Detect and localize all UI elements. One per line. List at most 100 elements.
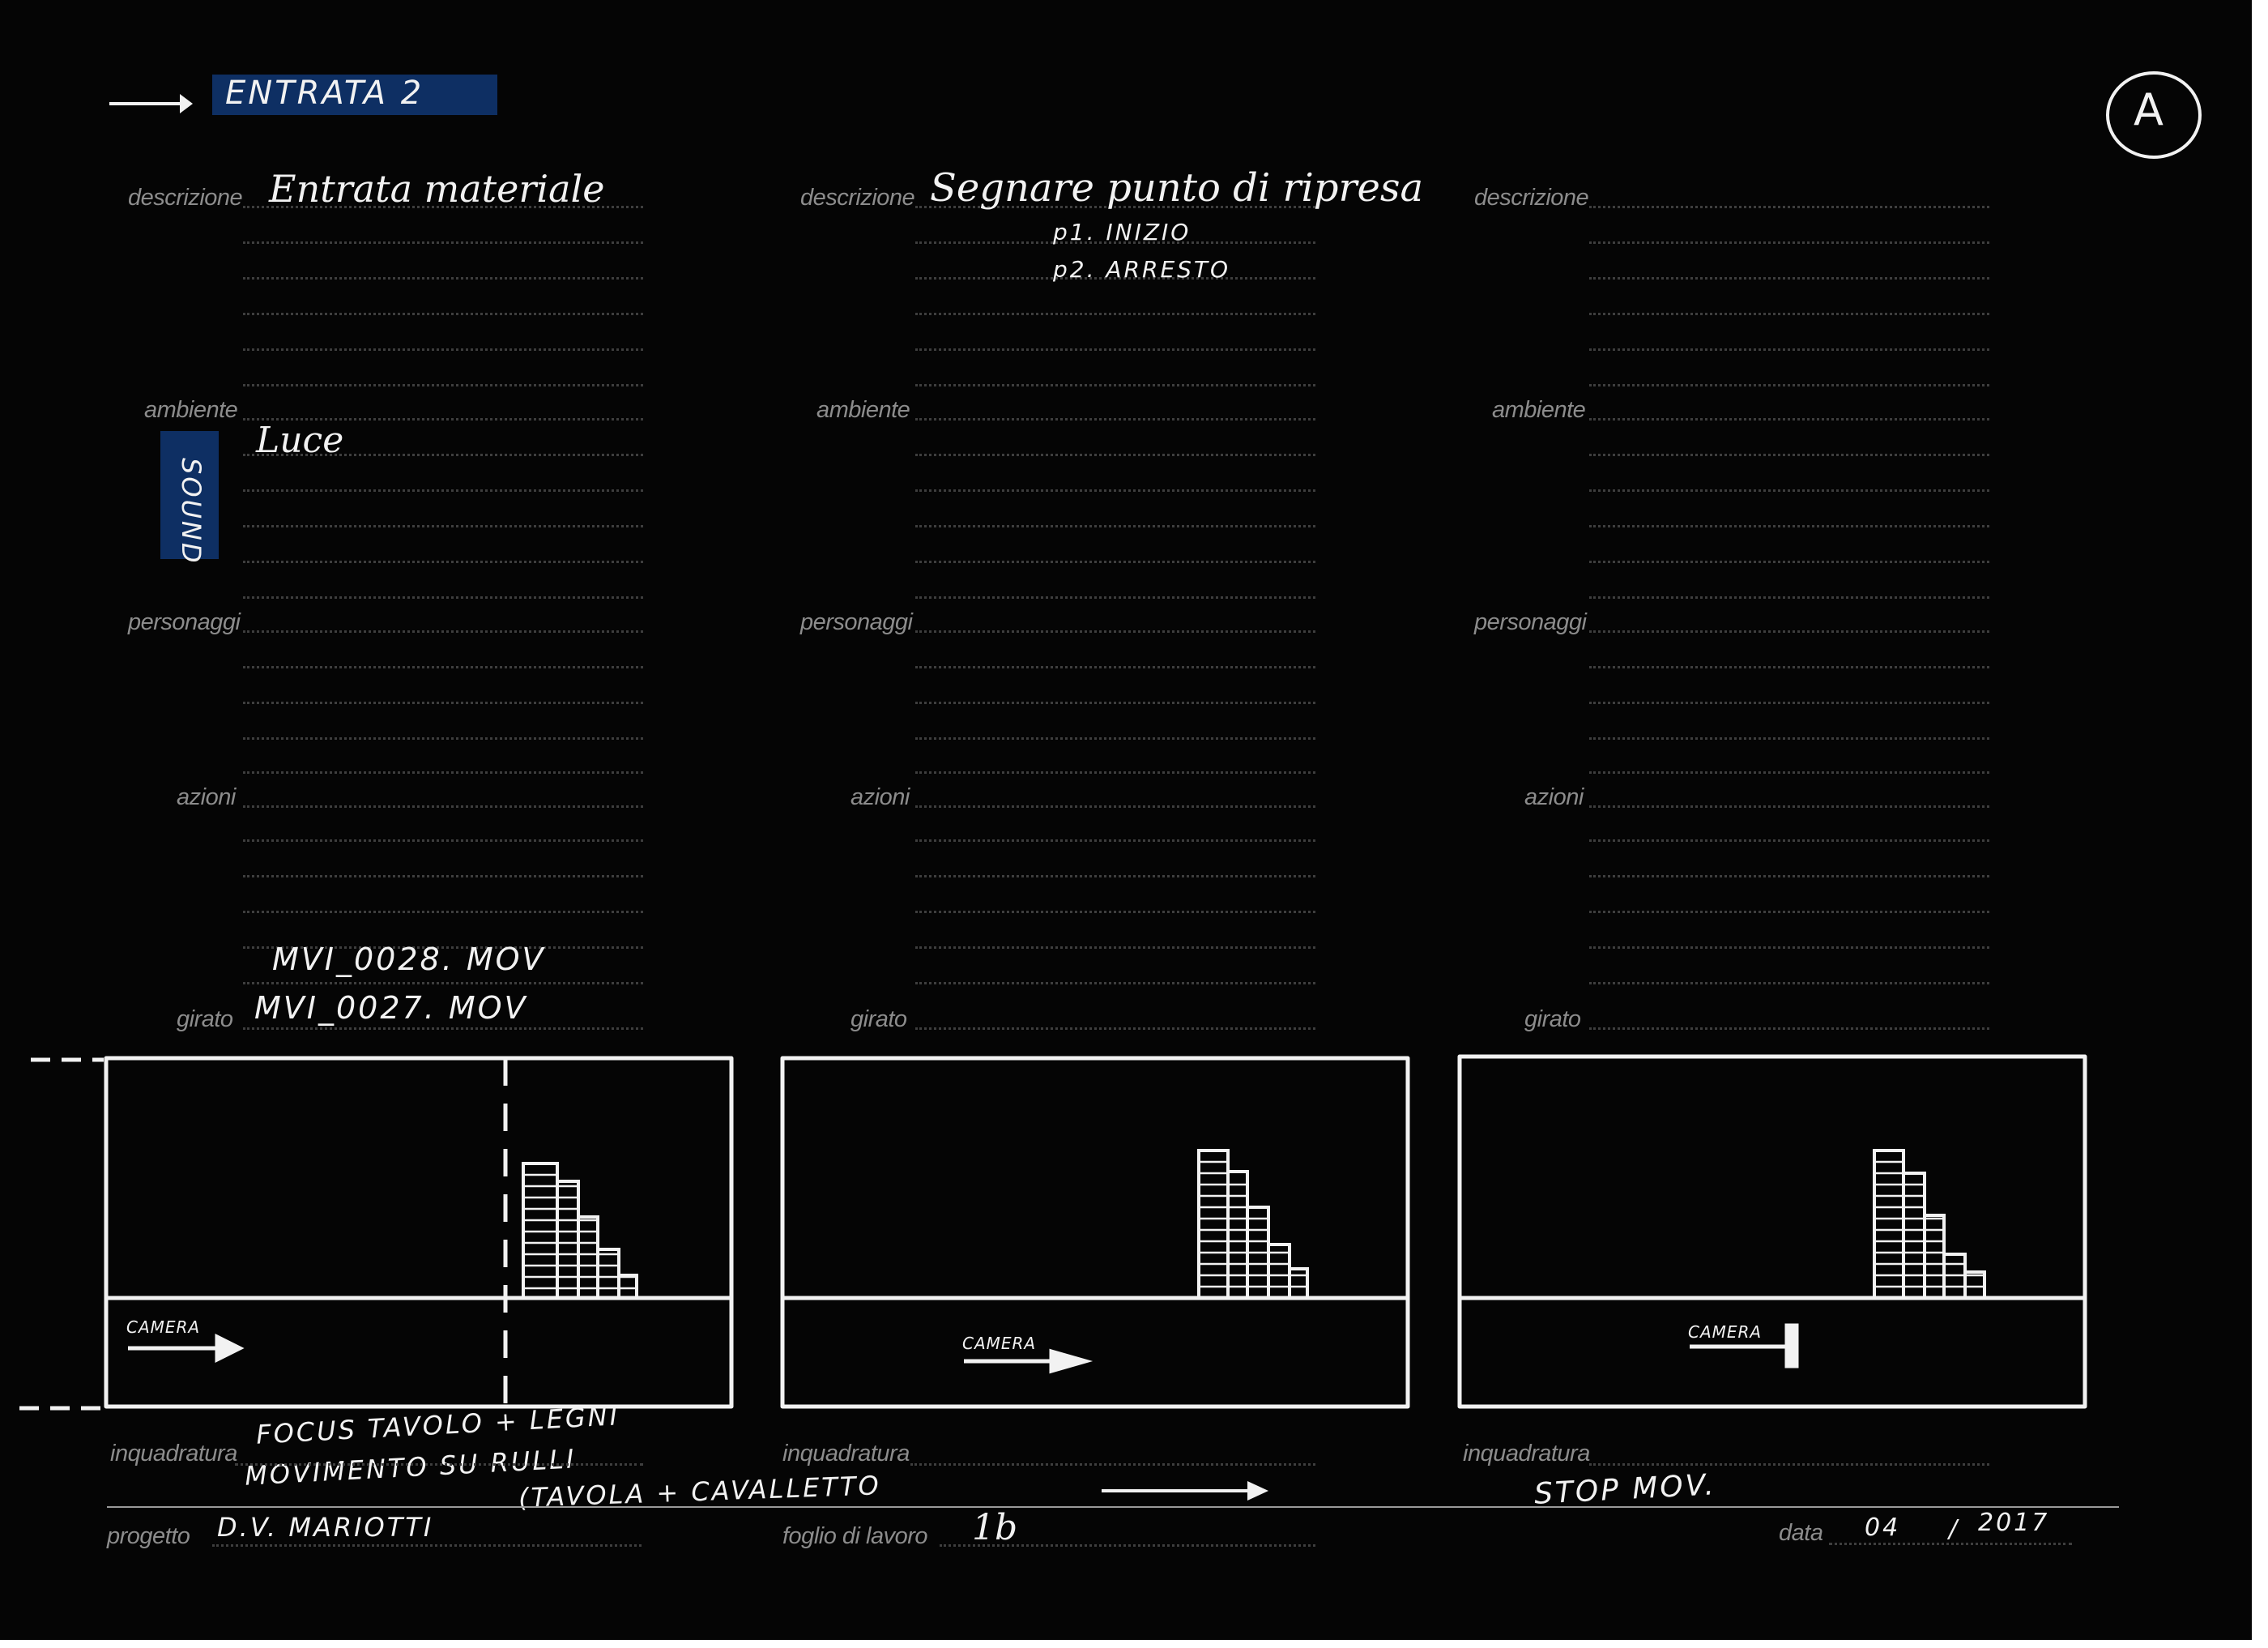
frame-2-camera-label: CAMERA	[962, 1334, 1037, 1353]
dotted-line	[1589, 946, 1989, 949]
girato-1-line-1: MVI_0028. MOV	[272, 941, 546, 977]
entry-tag-tape	[212, 75, 497, 115]
dotted-line	[915, 561, 1315, 563]
dotted-line	[915, 1027, 1315, 1030]
dotted-line	[243, 805, 643, 808]
label-personaggi-1: personaggi	[128, 609, 241, 635]
frame-3-camera-label: CAMERA	[1688, 1322, 1763, 1342]
dotted-line	[915, 630, 1315, 633]
label-inquadratura-1: inquadratura	[110, 1441, 237, 1467]
dotted-line	[1589, 805, 1989, 808]
dotted-line	[243, 839, 643, 842]
label-descrizione-3: descrizione	[1474, 185, 1589, 211]
dotted-line	[1589, 911, 1989, 913]
footer-foglio-value: 1b	[972, 1507, 1018, 1548]
dotted-line	[1589, 702, 1989, 704]
footer-data-label: data	[1779, 1520, 1823, 1546]
dotted-line	[243, 1027, 643, 1030]
girato-1-line-2: MVI_0027. MOV	[254, 990, 528, 1026]
label-inquadratura-3: inquadratura	[1463, 1441, 1590, 1467]
dotted-line	[915, 206, 1315, 208]
dotted-line	[212, 1544, 642, 1547]
dotted-line	[1589, 313, 1989, 315]
dotted-line	[1589, 454, 1989, 456]
inquadratura-1-line-1: FOCUS TAVOLO + LEGNI	[255, 1400, 620, 1450]
descrizione-1-value: Entrata materiale	[269, 167, 605, 211]
dotted-line	[940, 1544, 1315, 1547]
dotted-line	[1589, 418, 1989, 421]
label-personaggi-2: personaggi	[800, 609, 913, 635]
wood-pile-drawing	[522, 1149, 1986, 1300]
dotted-line	[915, 702, 1315, 704]
label-personaggi-3: personaggi	[1474, 609, 1587, 635]
dotted-line	[243, 206, 643, 208]
dotted-line	[1589, 737, 1989, 740]
footer-data-year: 2017	[1978, 1509, 2050, 1537]
dotted-line	[243, 875, 643, 877]
frame-3-border	[1457, 1054, 2087, 1409]
dotted-line	[1589, 839, 1989, 842]
dotted-line	[915, 384, 1315, 386]
dotted-line	[915, 454, 1315, 456]
dotted-line	[243, 384, 643, 386]
dotted-line	[915, 982, 1315, 984]
label-girato-2: girato	[850, 1006, 907, 1032]
dotted-line	[243, 277, 643, 280]
dotted-line	[243, 630, 643, 633]
label-girato-3: girato	[1524, 1006, 1581, 1032]
dotted-line	[243, 348, 643, 351]
dotted-line	[1589, 206, 1989, 208]
footer-data-day: 04	[1865, 1514, 1901, 1542]
footer-progetto-value: D.V. MARIOTTI	[217, 1512, 434, 1543]
entry-tag-label: ENTRATA 2	[225, 75, 424, 112]
sound-tag-label: SOUND	[176, 458, 207, 566]
dotted-line	[915, 277, 1315, 280]
dotted-line	[910, 1463, 1315, 1466]
label-girato-1: girato	[177, 1006, 233, 1032]
dotted-line	[1589, 561, 1989, 563]
sheet-letter: A	[2134, 84, 2164, 135]
dotted-line	[243, 666, 643, 668]
dotted-line	[915, 348, 1315, 351]
label-azioni-3: azioni	[1524, 784, 1584, 810]
dotted-line	[915, 596, 1315, 599]
dotted-line	[243, 702, 643, 704]
dotted-line	[915, 525, 1315, 527]
label-azioni-1: azioni	[177, 784, 236, 810]
label-descrizione-1: descrizione	[128, 185, 243, 211]
dotted-line	[915, 241, 1315, 244]
inquadratura-3-line-1: STOP MOV.	[1533, 1468, 1717, 1511]
frame-1-camera-label: CAMERA	[126, 1317, 201, 1337]
continuation-arrow-head	[1247, 1481, 1268, 1501]
label-ambiente-3: ambiente	[1492, 397, 1586, 423]
dotted-line	[1589, 596, 1989, 599]
dotted-line	[243, 561, 643, 563]
dotted-line	[1589, 875, 1989, 877]
dotted-line	[915, 737, 1315, 740]
dotted-line	[243, 771, 643, 774]
dotted-line	[243, 241, 643, 244]
dotted-line	[243, 454, 643, 456]
dotted-line	[915, 313, 1315, 315]
sound-tag-tape	[160, 431, 219, 559]
dotted-line	[1829, 1543, 2072, 1545]
dotted-line	[1589, 525, 1989, 527]
descrizione-2-note-1: p1. INIZIO	[1053, 219, 1192, 245]
dotted-line	[243, 525, 643, 527]
dotted-line	[1589, 241, 1989, 244]
footer-foglio-label: foglio di lavoro	[782, 1523, 928, 1549]
dotted-line	[243, 737, 643, 740]
dotted-line	[915, 666, 1315, 668]
label-azioni-2: azioni	[850, 784, 910, 810]
descrizione-2-value: Segnare punto di ripresa	[930, 165, 1424, 211]
dotted-line	[243, 313, 643, 315]
dotted-line	[915, 771, 1315, 774]
dotted-line	[243, 911, 643, 913]
dotted-line	[1589, 630, 1989, 633]
label-ambiente-1: ambiente	[144, 397, 238, 423]
dotted-line	[235, 1463, 643, 1466]
dotted-line	[915, 875, 1315, 877]
dotted-line	[1589, 1463, 1989, 1466]
dotted-line	[1589, 277, 1989, 280]
